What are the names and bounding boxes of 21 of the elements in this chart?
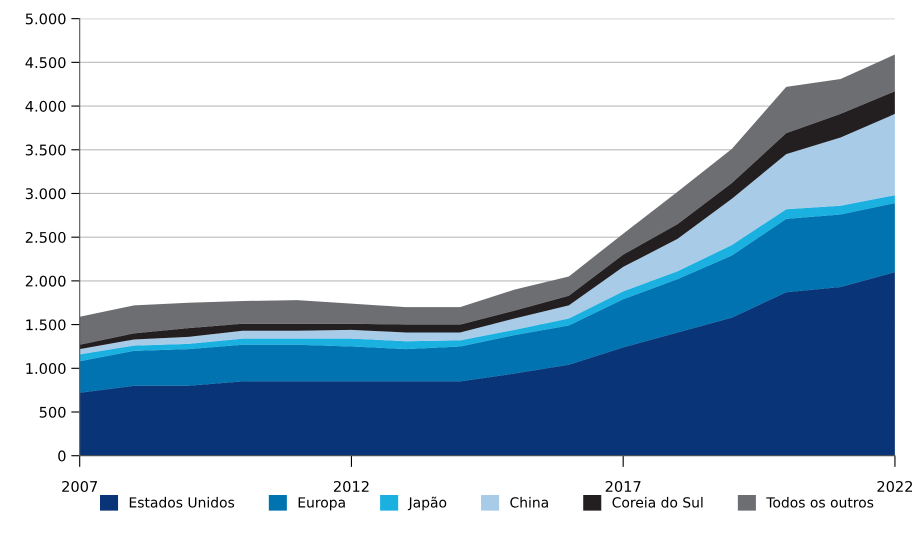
legend-label: Estados Unidos — [130, 496, 234, 508]
y-tick-label: 4.000 — [25, 100, 66, 112]
y-tick-label: 5.000 — [26, 13, 66, 24]
x-tick-label: 2007 — [62, 480, 97, 492]
x-tick-label: 2012 — [334, 480, 369, 492]
y-tick-label: 3.500 — [26, 144, 66, 156]
y-tick-label: 3.000 — [26, 188, 66, 200]
x-tick-label: 2017 — [606, 480, 640, 492]
y-tick-label: 1.500 — [26, 319, 66, 330]
y-tick-label: 2.000 — [26, 276, 66, 287]
legend-label: Europa — [298, 497, 345, 510]
y-tick-label: 0 — [58, 450, 66, 462]
x-tick-label: 2022 — [877, 480, 912, 492]
legend-label: Todos os outros — [766, 496, 874, 508]
legend-label: Coreia do Sul — [612, 496, 703, 508]
legend-label: China — [510, 496, 548, 508]
y-tick-label: 2.500 — [26, 232, 66, 243]
legend-label: Japão — [408, 496, 446, 510]
y-tick-label: 4.500 — [25, 57, 66, 68]
y-tick-label: 500 — [40, 406, 66, 418]
y-tick-label: 1.000 — [26, 363, 66, 374]
